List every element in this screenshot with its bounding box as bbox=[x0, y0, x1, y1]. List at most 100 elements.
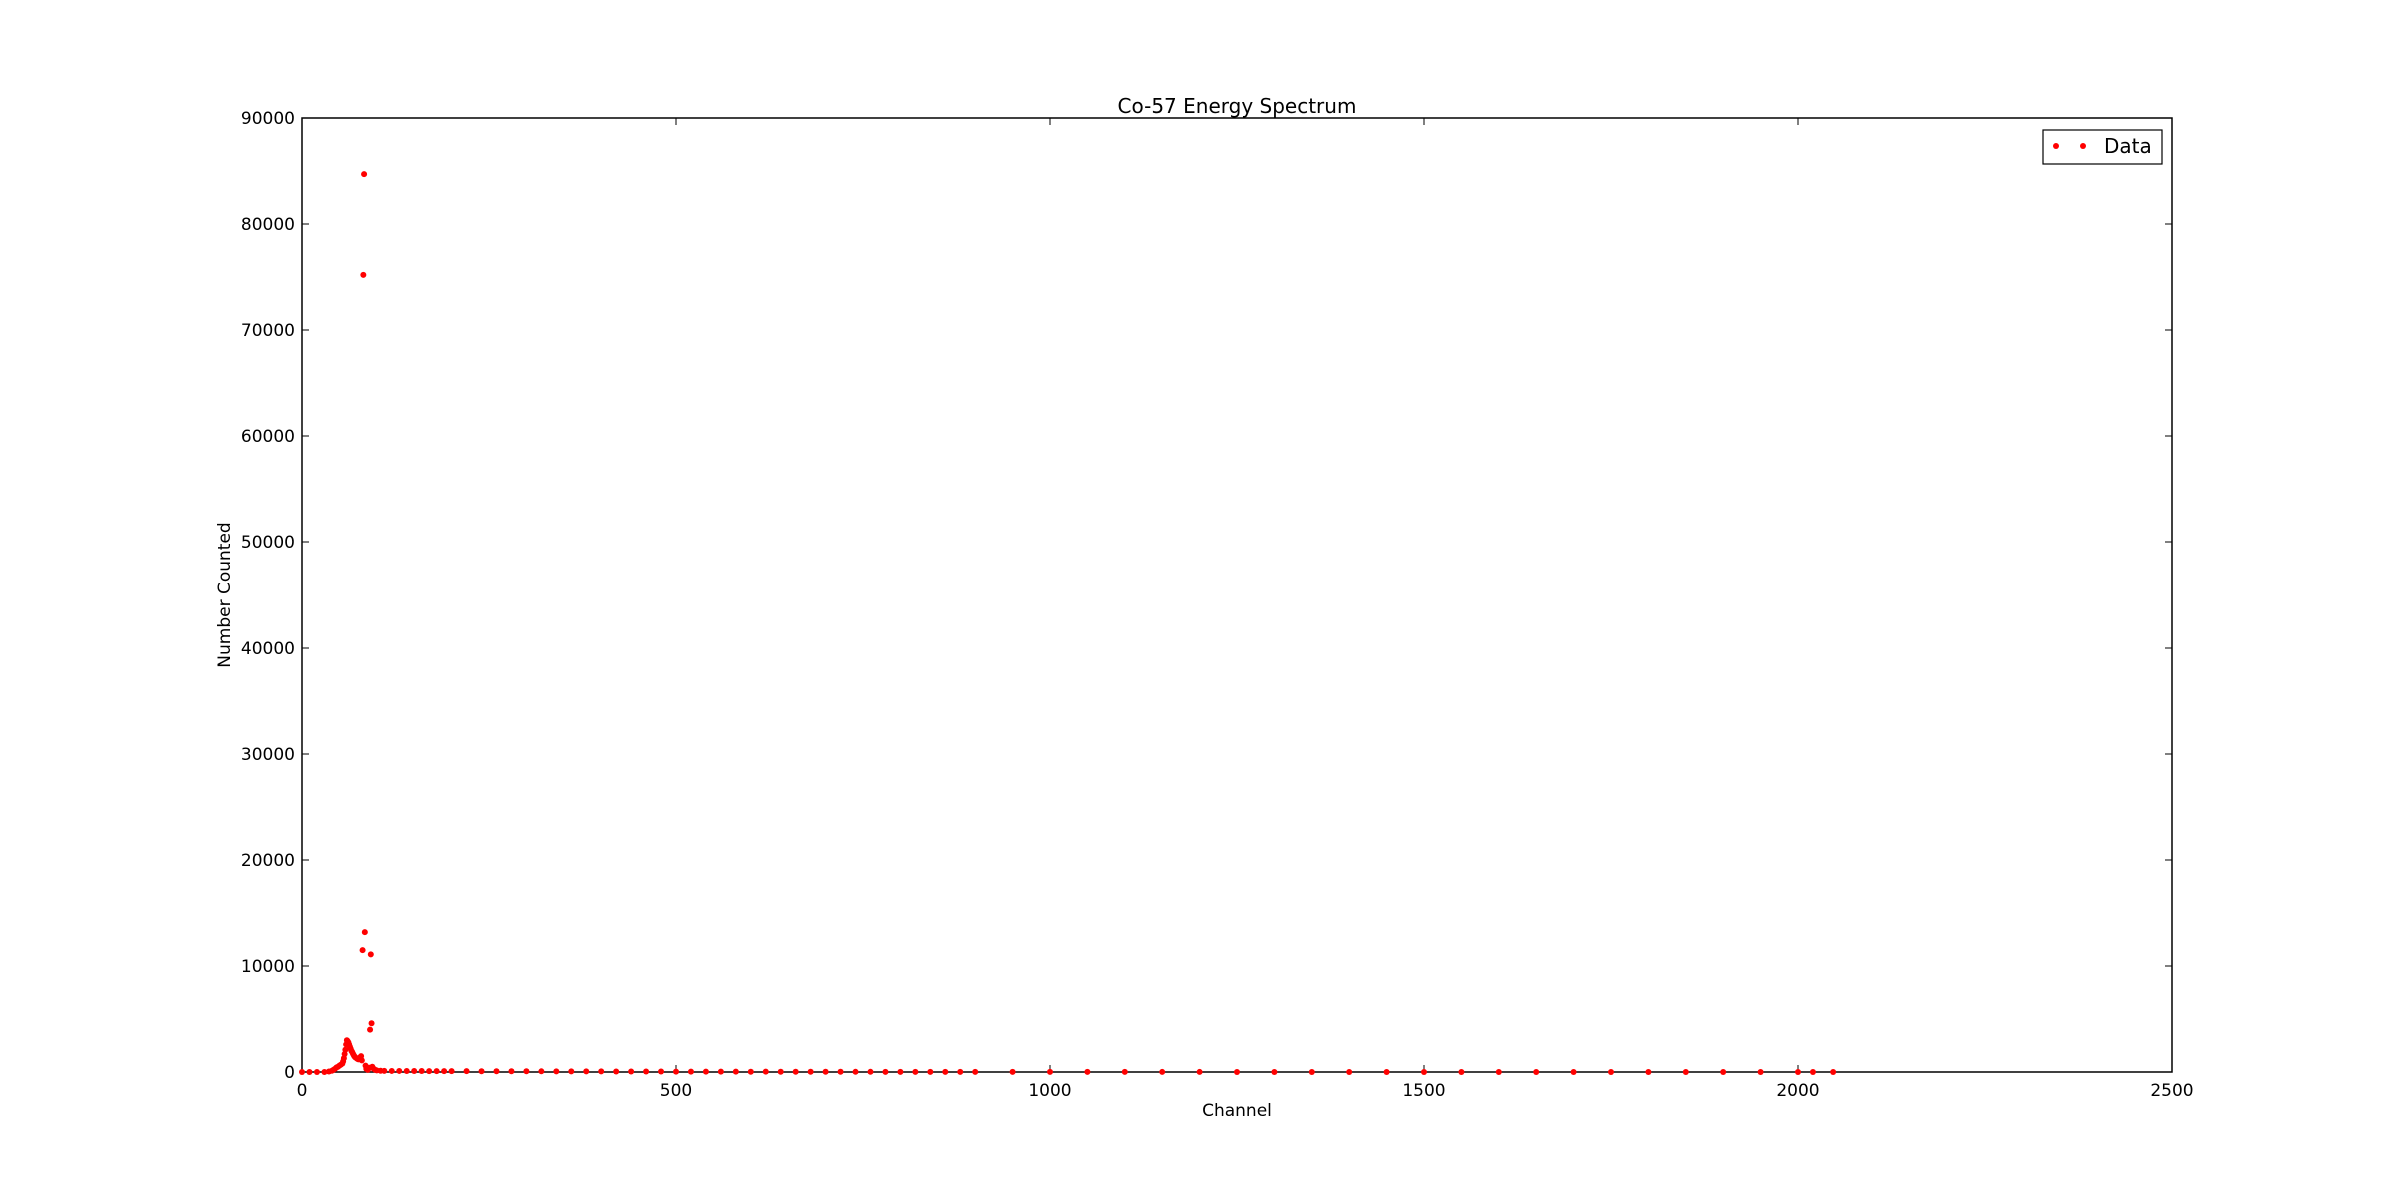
y-tick-label: 30000 bbox=[241, 745, 295, 765]
data-point bbox=[1234, 1068, 1240, 1075]
data-point bbox=[508, 1068, 515, 1075]
data-point bbox=[396, 1067, 403, 1074]
data-point bbox=[359, 947, 366, 954]
data-point bbox=[367, 951, 374, 958]
legend-label: Data bbox=[2104, 134, 2152, 158]
data-point bbox=[1795, 1068, 1801, 1075]
data-point bbox=[381, 1067, 388, 1074]
data-point bbox=[426, 1068, 433, 1075]
data-point bbox=[1383, 1068, 1390, 1075]
y-tick-label: 70000 bbox=[241, 321, 295, 341]
data-point bbox=[1121, 1068, 1128, 1075]
data-point bbox=[403, 1067, 410, 1074]
data-point bbox=[523, 1068, 530, 1075]
y-tick-label: 40000 bbox=[241, 639, 295, 659]
data-point bbox=[1421, 1068, 1427, 1075]
data-points bbox=[299, 171, 1837, 1075]
data-point bbox=[299, 1069, 305, 1075]
data-point bbox=[1009, 1068, 1016, 1075]
data-point bbox=[762, 1068, 769, 1075]
x-tick-label: 500 bbox=[660, 1081, 692, 1101]
data-point bbox=[1308, 1068, 1315, 1075]
data-point bbox=[927, 1068, 934, 1075]
legend-marker bbox=[2053, 143, 2059, 149]
data-point bbox=[368, 1020, 375, 1027]
data-point bbox=[628, 1068, 635, 1075]
y-tick-label: 80000 bbox=[241, 215, 295, 235]
data-point bbox=[643, 1068, 650, 1075]
data-point bbox=[732, 1068, 739, 1075]
legend: Data bbox=[2042, 129, 2163, 165]
data-point bbox=[822, 1068, 829, 1075]
data-point bbox=[852, 1068, 859, 1075]
data-point bbox=[1720, 1068, 1727, 1075]
plot-area: 0 500 1000 1500 2000 2500 0 10000 20000 30000 400… bbox=[241, 109, 2194, 1101]
legend-box bbox=[2042, 129, 2163, 165]
data-point bbox=[1830, 1068, 1837, 1075]
data-point bbox=[553, 1068, 560, 1075]
data-point bbox=[747, 1068, 754, 1075]
x-tick-label: 2000 bbox=[1776, 1081, 1819, 1101]
data-point bbox=[342, 1046, 349, 1053]
data-point bbox=[882, 1068, 889, 1075]
x-tick-label: 0 bbox=[297, 1081, 308, 1101]
data-point bbox=[388, 1067, 395, 1074]
data-point bbox=[568, 1068, 575, 1075]
data-point bbox=[1682, 1068, 1689, 1075]
data-point bbox=[441, 1068, 448, 1075]
y-tick-label: 90000 bbox=[241, 109, 295, 129]
legend-marker bbox=[2080, 143, 2086, 149]
data-point bbox=[306, 1069, 313, 1075]
y-tick-label: 20000 bbox=[241, 851, 295, 871]
data-point bbox=[807, 1068, 814, 1075]
data-point bbox=[418, 1068, 425, 1075]
data-point bbox=[687, 1068, 694, 1075]
data-point bbox=[837, 1068, 844, 1075]
data-point bbox=[717, 1068, 724, 1075]
data-point bbox=[478, 1068, 485, 1075]
x-tick-label: 1000 bbox=[1028, 1081, 1071, 1101]
data-point bbox=[361, 929, 368, 936]
x-axis-label: Channel bbox=[1202, 1101, 1272, 1121]
data-point bbox=[658, 1068, 665, 1075]
data-point bbox=[792, 1068, 799, 1075]
data-point bbox=[367, 1026, 374, 1033]
y-tick-label: 10000 bbox=[241, 957, 295, 977]
data-point bbox=[1645, 1068, 1652, 1075]
data-point bbox=[1346, 1068, 1353, 1075]
data-point bbox=[777, 1068, 784, 1075]
data-point bbox=[1271, 1068, 1278, 1075]
data-point bbox=[957, 1068, 964, 1075]
data-point bbox=[360, 271, 367, 278]
data-point bbox=[1159, 1068, 1166, 1075]
data-point bbox=[448, 1068, 455, 1075]
data-point bbox=[897, 1068, 904, 1075]
y-axis-label: Number Counted bbox=[215, 522, 235, 667]
data-point bbox=[1757, 1068, 1764, 1075]
data-point bbox=[583, 1068, 590, 1075]
data-point bbox=[321, 1069, 328, 1075]
data-point bbox=[912, 1068, 919, 1075]
data-point bbox=[598, 1068, 605, 1075]
data-point bbox=[411, 1068, 418, 1075]
data-point bbox=[463, 1068, 470, 1075]
y-tick-label: 0 bbox=[284, 1063, 295, 1083]
data-point bbox=[493, 1068, 500, 1075]
data-point bbox=[942, 1068, 949, 1075]
data-point bbox=[538, 1068, 545, 1075]
x-axis-ticks: 0 500 1000 1500 2000 2500 bbox=[297, 118, 2194, 1101]
data-point bbox=[313, 1069, 320, 1075]
data-point bbox=[1458, 1068, 1465, 1075]
data-point bbox=[1533, 1068, 1540, 1075]
data-point bbox=[867, 1068, 874, 1075]
data-point bbox=[673, 1068, 679, 1075]
x-tick-label: 1500 bbox=[1402, 1081, 1445, 1101]
data-point bbox=[358, 1057, 365, 1064]
data-point bbox=[1570, 1068, 1577, 1075]
data-point bbox=[613, 1068, 620, 1075]
data-point bbox=[433, 1068, 440, 1075]
x-tick-label: 2500 bbox=[2150, 1081, 2193, 1101]
data-point bbox=[1495, 1068, 1502, 1075]
